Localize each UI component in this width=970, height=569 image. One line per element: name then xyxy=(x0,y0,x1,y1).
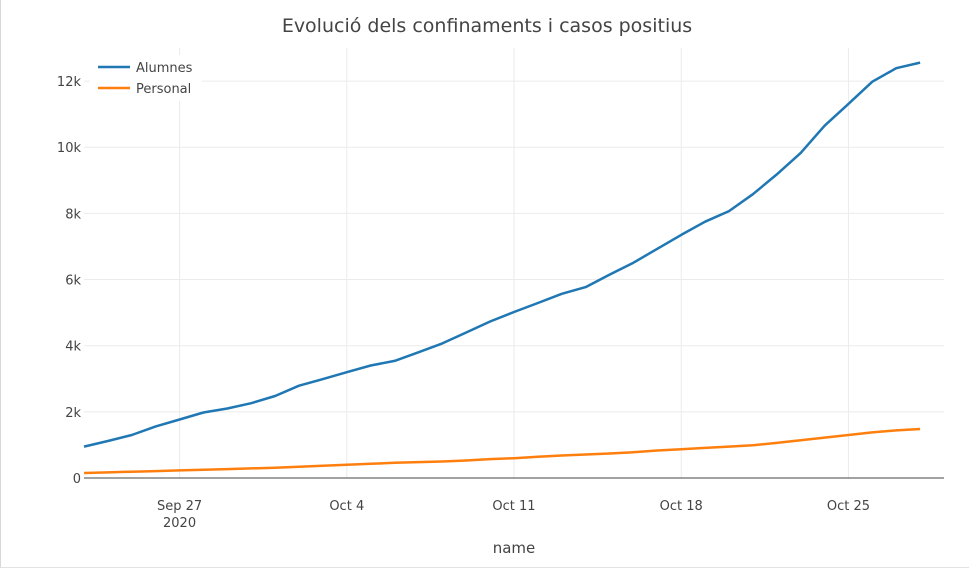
x-tick-sublabel: 2020 xyxy=(163,516,196,531)
grid xyxy=(84,48,944,479)
x-tick-label: Sep 27 xyxy=(157,499,202,514)
y-tick-label: 6k xyxy=(65,274,81,289)
y-tick-label: 8k xyxy=(65,207,81,222)
x-axis-label: name xyxy=(493,539,536,557)
y-tick-label: 4k xyxy=(65,340,81,355)
legend-label: Personal xyxy=(136,82,191,97)
y-axis: 0 2k 4k 6k 8k 10k 12k xyxy=(57,75,82,487)
legend[interactable]: Alumnes Personal xyxy=(90,55,202,101)
x-tick-label: Oct 4 xyxy=(329,499,364,514)
legend-background xyxy=(90,55,202,101)
legend-label: Alumnes xyxy=(136,61,193,76)
y-tick-label: 12k xyxy=(57,75,82,90)
x-tick-label: Oct 25 xyxy=(827,499,870,514)
x-axis: Sep 27 2020 Oct 4 Oct 11 Oct 18 Oct 25 xyxy=(157,499,870,531)
chart-title: Evolució dels confinaments i casos posit… xyxy=(282,15,692,37)
plot-area xyxy=(83,61,921,475)
y-tick-label: 0 xyxy=(73,472,81,487)
legend-item-personal[interactable]: Personal xyxy=(98,82,191,97)
x-tick-label: Oct 18 xyxy=(660,499,703,514)
y-tick-label: 2k xyxy=(65,406,81,421)
legend-item-alumnes[interactable]: Alumnes xyxy=(98,61,193,76)
series-line-alumnes xyxy=(83,61,921,448)
x-tick-label: Oct 11 xyxy=(492,499,535,514)
y-tick-label: 10k xyxy=(57,141,82,156)
series-line-personal xyxy=(83,427,921,475)
